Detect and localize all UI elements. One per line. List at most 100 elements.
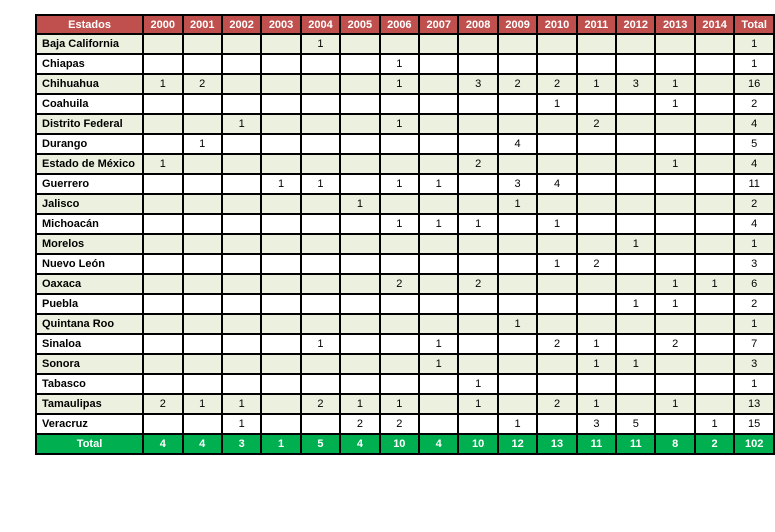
year-value-cell: [142, 333, 184, 355]
year-value-cell: [615, 253, 657, 275]
year-value-cell: [220, 133, 263, 155]
year-value-cell: [457, 253, 499, 275]
year-value-cell: [220, 333, 263, 355]
table-body: Baja California 1 1 Chiapas 1 1 Chihuahua 1 2 1 3 2…: [34, 33, 775, 435]
header-year-2009: 2009: [496, 14, 539, 35]
year-value-cell: [299, 113, 342, 135]
year-value-cell: [142, 273, 184, 295]
state-name: Quintana Roo: [34, 313, 145, 335]
year-value-cell: [142, 253, 184, 275]
year-value-cell: [378, 153, 421, 175]
year-value-cell: 1: [378, 393, 421, 415]
year-value-cell: [418, 153, 460, 175]
year-value-cell: [260, 33, 302, 55]
year-value-cell: [457, 233, 499, 255]
year-value-cell: 1: [418, 213, 460, 235]
year-value-cell: [496, 273, 539, 295]
year-value-cell: 3: [496, 173, 539, 195]
year-value-cell: [220, 93, 263, 115]
year-value-cell: 1: [142, 153, 184, 175]
year-value-cell: [339, 133, 381, 155]
year-value-cell: [220, 33, 263, 55]
year-value-cell: 2: [575, 113, 618, 135]
year-value-cell: [575, 293, 618, 315]
year-value-cell: 1: [654, 393, 696, 415]
year-value-cell: [299, 413, 342, 435]
year-value-cell: [260, 213, 302, 235]
year-value-cell: [378, 93, 421, 115]
year-value-cell: [339, 213, 381, 235]
year-value-cell: 1: [260, 173, 302, 195]
year-value-cell: [536, 193, 578, 215]
year-value-cell: [260, 93, 302, 115]
column-total-cell: 2: [693, 433, 736, 455]
table-row: Michoacán 1 1 1 1 4: [34, 213, 775, 235]
year-value-cell: 1: [220, 393, 263, 415]
table-row: Durango 1 4 5: [34, 133, 775, 155]
year-value-cell: [575, 33, 618, 55]
year-value-cell: 1: [693, 413, 736, 435]
year-value-cell: [496, 373, 539, 395]
row-total-cell: 3: [733, 353, 775, 375]
year-value-cell: [299, 313, 342, 335]
year-value-cell: [536, 53, 578, 75]
year-value-cell: [339, 273, 381, 295]
year-value-cell: [339, 53, 381, 75]
states-by-year-table: Estados 2000 2001 2002 2003 2004 2005 2006 2007 2…: [34, 14, 775, 455]
year-value-cell: [260, 353, 302, 375]
year-value-cell: [299, 133, 342, 155]
year-value-cell: 1: [220, 413, 263, 435]
year-value-cell: [418, 273, 460, 295]
year-value-cell: 1: [378, 173, 421, 195]
year-value-cell: [654, 113, 696, 135]
year-value-cell: [418, 53, 460, 75]
column-total-cell: 11: [575, 433, 618, 455]
year-value-cell: 1: [418, 173, 460, 195]
year-value-cell: [536, 233, 578, 255]
year-value-cell: [693, 73, 736, 95]
year-value-cell: [615, 393, 657, 415]
row-total-cell: 4: [733, 153, 775, 175]
year-value-cell: [654, 413, 696, 435]
year-value-cell: [615, 333, 657, 355]
year-value-cell: [339, 233, 381, 255]
year-value-cell: 1: [299, 333, 342, 355]
header-year-2008: 2008: [457, 14, 499, 35]
year-value-cell: [418, 293, 460, 315]
year-value-cell: [536, 133, 578, 155]
year-value-cell: [693, 233, 736, 255]
year-value-cell: 4: [496, 133, 539, 155]
year-value-cell: [693, 133, 736, 155]
year-value-cell: 1: [378, 213, 421, 235]
year-value-cell: [693, 373, 736, 395]
year-value-cell: 1: [575, 333, 618, 355]
table-row: Chihuahua 1 2 1 3 2 2 1 3 1 16: [34, 73, 775, 95]
header-year-2006: 2006: [378, 14, 421, 35]
year-value-cell: [339, 373, 381, 395]
year-value-cell: [654, 233, 696, 255]
year-value-cell: [181, 93, 223, 115]
year-value-cell: 1: [142, 73, 184, 95]
year-value-cell: [142, 353, 184, 375]
row-total-cell: 6: [733, 273, 775, 295]
column-total-cell: 8: [654, 433, 696, 455]
year-value-cell: [220, 313, 263, 335]
row-total-cell: 4: [733, 113, 775, 135]
year-value-cell: 2: [536, 393, 578, 415]
year-value-cell: 1: [536, 213, 578, 235]
year-value-cell: 1: [457, 393, 499, 415]
year-value-cell: [693, 53, 736, 75]
year-value-cell: [220, 353, 263, 375]
year-value-cell: [615, 33, 657, 55]
year-value-cell: [260, 293, 302, 315]
row-total-cell: 3: [733, 253, 775, 275]
state-name: Veracruz: [34, 413, 145, 435]
year-value-cell: [654, 193, 696, 215]
year-value-cell: [418, 133, 460, 155]
state-name: Guerrero: [34, 173, 145, 195]
column-total-cell: 10: [457, 433, 499, 455]
year-value-cell: 1: [418, 333, 460, 355]
year-value-cell: [575, 53, 618, 75]
year-value-cell: [181, 213, 223, 235]
year-value-cell: [693, 173, 736, 195]
